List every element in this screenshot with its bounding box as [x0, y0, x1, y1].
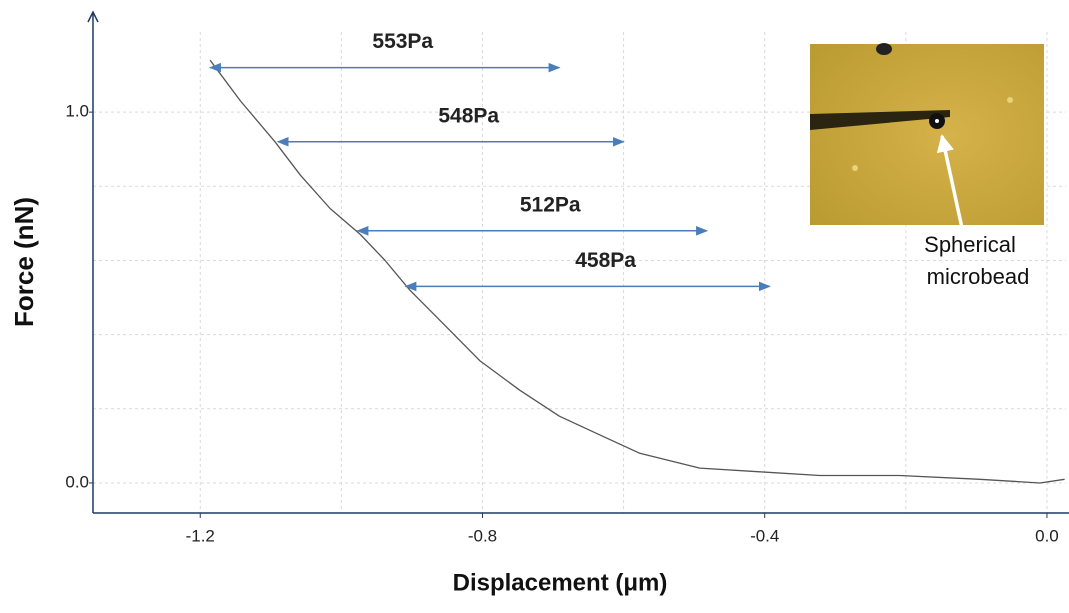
- annotation-label: 553Pa: [372, 30, 433, 53]
- cantilever: [810, 110, 950, 130]
- x-tick-label: -1.2: [186, 526, 215, 545]
- photo-blob: [876, 43, 892, 55]
- x-tick-label: -0.8: [468, 526, 497, 545]
- annotation-label: 458Pa: [575, 249, 636, 272]
- pointer-arrow: [936, 134, 964, 229]
- force-curve: [209, 59, 1065, 484]
- photo-speck: [1007, 97, 1013, 103]
- x-tick-label: -0.4: [750, 526, 779, 545]
- photo-background: [810, 44, 1044, 225]
- annotation-label: 512Pa: [520, 193, 581, 216]
- photo-speck: [852, 165, 858, 171]
- grid: [93, 32, 1066, 513]
- x-tick-label: 0.0: [1035, 526, 1059, 545]
- y-axis-title: Force (nN): [9, 197, 39, 327]
- microbead-highlight: [935, 119, 939, 123]
- y-axis-arrow: [87, 10, 99, 23]
- plot: -1.2 -0.8 -0.4 0.0 0.0 1.0 553Pa 548Pa 512Pa 458P…: [65, 30, 1065, 545]
- inset-caption: microbead: [927, 264, 1030, 289]
- y-tick-label: 0.0: [65, 472, 89, 491]
- inset-photo: [810, 43, 1044, 229]
- inset-caption: Spherical: [924, 232, 1016, 257]
- x-axis-title: Displacement (μm): [453, 569, 668, 596]
- y-tick-label: 1.0: [65, 102, 89, 121]
- annotation-label: 548Pa: [438, 104, 499, 127]
